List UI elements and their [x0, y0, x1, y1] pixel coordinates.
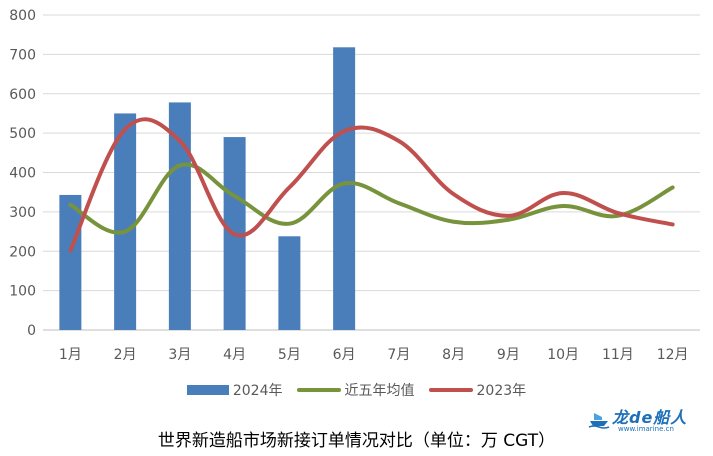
x-tick-label: 9月: [497, 347, 520, 363]
bar-2024年: [333, 47, 356, 330]
line-series-2023年: [68, 117, 675, 253]
legend-label-avg: 近五年均值: [344, 383, 415, 399]
x-tick-label: 4月: [223, 347, 246, 363]
legend-item-avg: 近五年均值: [296, 380, 415, 400]
series-lines: [68, 117, 675, 253]
x-tick-label: 1月: [59, 347, 82, 363]
x-tick-label: 5月: [278, 347, 301, 363]
y-tick-label: 400: [9, 166, 36, 182]
legend-swatch-2024: [186, 385, 229, 395]
watermark-url: www.imarine.cn: [618, 425, 674, 433]
chart: 0 100 200 300 400 500 600 700 800 1月 2月 3月 4月 5月 6月 7月…: [9, 8, 700, 363]
bars-2024: [59, 47, 356, 330]
x-tick-label: 11月: [602, 347, 634, 363]
ship-logo-icon: [588, 413, 610, 429]
x-tick-label: 12月: [657, 347, 689, 363]
x-tick-label: 10月: [547, 347, 579, 363]
bar-2024年: [114, 113, 137, 330]
bar-2024年: [278, 236, 301, 330]
chart-title: 世界新造船市场新接订单情况对比（单位：万 CGT）: [157, 431, 556, 451]
legend-label-2024: 2024年: [232, 383, 283, 399]
bar-2024年: [168, 102, 191, 330]
watermark-logo: 龙de船人 www.imarine.cn: [588, 404, 706, 436]
watermark-brand: 龙de船人: [612, 408, 688, 427]
y-tick-label: 600: [9, 87, 36, 103]
legend-item-2024: 2024年: [186, 380, 283, 400]
y-tick-label: 700: [9, 47, 36, 63]
y-tick-label: 0: [27, 323, 36, 339]
y-tick-label: 100: [9, 284, 36, 300]
y-tick-label: 500: [9, 126, 36, 142]
bar-2024年: [59, 194, 82, 330]
gridlines: [43, 14, 700, 331]
legend-swatch-avg: [296, 388, 341, 392]
legend: 2024年 近五年均值 2023年: [0, 380, 713, 400]
x-tick-label: 7月: [387, 347, 410, 363]
legend-label-2023: 2023年: [476, 383, 527, 399]
x-axis-ticks: 1月 2月 3月 4月 5月 6月 7月 8月 9月 10月 11月 12月: [59, 347, 689, 363]
y-tick-label: 300: [9, 205, 36, 221]
x-tick-label: 8月: [442, 347, 465, 363]
x-tick-label: 2月: [114, 347, 137, 363]
x-tick-label: 6月: [333, 347, 356, 363]
legend-item-2023: 2023年: [428, 380, 527, 400]
legend-swatch-2023: [428, 388, 473, 392]
y-tick-label: 800: [9, 8, 36, 24]
x-tick-label: 3月: [168, 347, 191, 363]
y-axis-ticks: 0 100 200 300 400 500 600 700 800: [9, 8, 36, 339]
line-series-近五年均值: [68, 162, 675, 235]
y-tick-label: 200: [9, 244, 36, 260]
